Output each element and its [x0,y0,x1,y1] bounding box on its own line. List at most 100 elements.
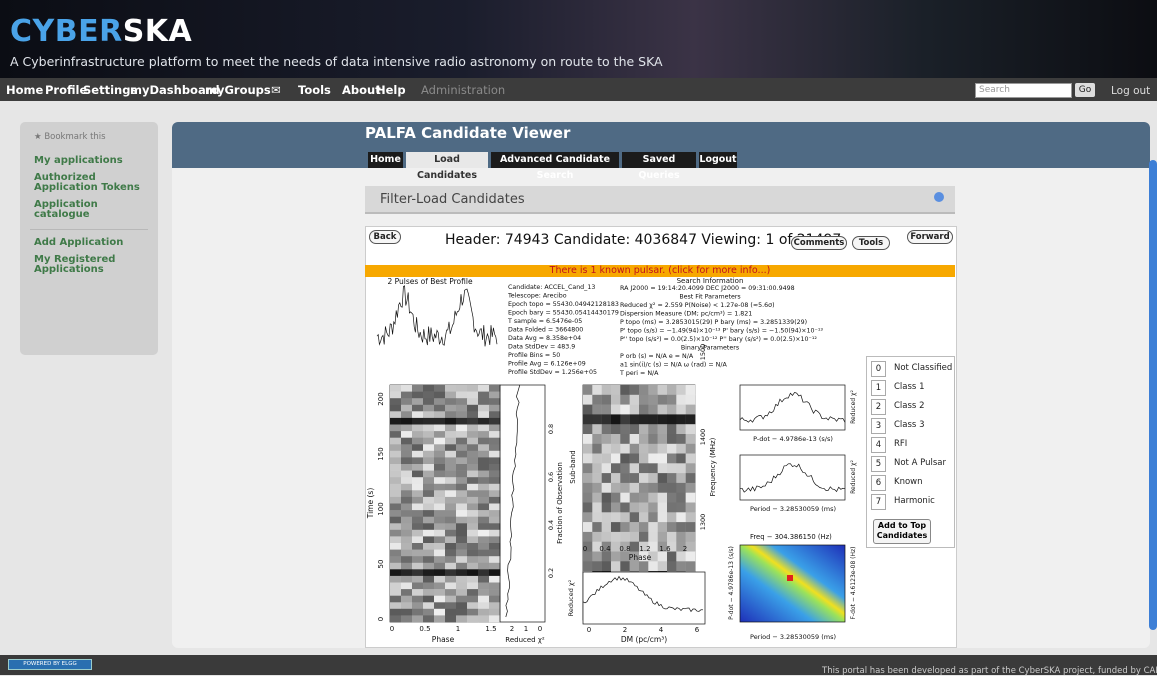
nav-link[interactable]: ✉ [271,83,281,97]
class-label[interactable]: RFI [894,439,907,449]
class-key[interactable]: 6 [871,475,886,491]
time-phase-cell [467,504,478,511]
class-label[interactable]: Class 1 [894,382,924,392]
time-phase-cell [456,609,467,616]
time-phase-cell [489,457,500,464]
nav-link[interactable]: Administration [421,83,505,97]
class-key[interactable]: 4 [871,437,886,453]
subband-cell [630,512,640,522]
time-phase-cell [445,583,456,590]
time-phase-cell [456,385,467,392]
subband-cell [620,385,630,395]
time-phase-cell [401,609,412,616]
time-phase-cell [434,471,445,478]
sidebar-link[interactable]: Authorized Application Tokens [34,173,149,193]
time-phase-cell [478,444,489,451]
add-top-button[interactable]: Add to Top Candidates [873,519,931,544]
time-phase-cell [445,418,456,425]
time-phase-cell [412,589,423,596]
time-phase-cell [456,589,467,596]
time-phase-cell [434,576,445,583]
time-phase-cell [401,583,412,590]
back-button[interactable]: Back [369,230,401,244]
time-phase-cell [423,523,434,530]
known-pulsar-banner[interactable]: There is 1 known pulsar. (click for more… [365,265,955,277]
sidebar-link[interactable]: Application catalogue [34,200,149,220]
tab[interactable]: Advanced Candidate Search [491,152,619,168]
class-label[interactable]: Known [894,477,923,487]
logo[interactable]: CYBERSKA [10,14,192,49]
forward-button[interactable]: Forward [907,230,953,244]
subband-cell [630,405,640,415]
subband-cell [583,503,593,513]
plot-text: 0.4 [547,520,555,530]
filter-toggle[interactable] [934,192,944,202]
subband-cell [611,395,621,405]
subband-cell [658,483,668,493]
logout-link[interactable]: Log out [1111,85,1150,97]
sidebar-link[interactable]: My applications [34,156,149,166]
tab[interactable]: Load Candidates [406,152,488,168]
class-label[interactable]: Class 2 [894,401,924,411]
elgg-badge[interactable]: POWERED BY ELGG [8,659,92,670]
subband-cell [630,473,640,483]
time-phase-cell [412,497,423,504]
nav-link[interactable]: Profile [45,83,87,97]
time-phase-cell [412,550,423,557]
class-label[interactable]: Not Classified [894,363,952,373]
bookmark-link[interactable]: ★ Bookmark this [34,132,106,142]
tab[interactable]: Home [368,152,403,168]
subband-cell [639,532,649,542]
time-phase-cell [434,438,445,445]
class-key[interactable]: 1 [871,380,886,396]
plot-text: F-dot − 4.6123e-08 (Hz) [850,546,857,619]
time-phase-cell [423,425,434,432]
class-key[interactable]: 0 [871,361,886,377]
time-phase-cell [445,464,456,471]
subband-cell [667,522,677,532]
time-phase-cell [489,530,500,537]
tab[interactable]: Saved Queries [622,152,696,168]
subband-cell [658,522,668,532]
plot-frame [500,385,545,622]
time-phase-cell [390,523,401,530]
time-phase-cell [423,490,434,497]
time-phase-cell [434,451,445,458]
nav-link[interactable]: About [342,83,381,97]
time-phase-cell [467,556,478,563]
class-label[interactable]: Class 3 [894,420,924,430]
subband-cell [639,444,649,454]
time-phase-cell [467,609,478,616]
class-key[interactable]: 7 [871,494,886,510]
class-label[interactable]: Not A Pulsar [894,458,946,468]
nav-link[interactable]: Tools [298,83,331,97]
tools-button[interactable]: Tools [852,236,890,250]
nav-link[interactable]: Help [376,83,406,97]
class-key[interactable]: 2 [871,399,886,415]
sidebar-link[interactable]: Add Application [34,238,134,248]
subband-cell [686,503,696,513]
search-input[interactable]: Search [975,83,1072,98]
time-phase-cell [478,550,489,557]
plot-text: Phase [629,553,652,562]
class-label[interactable]: Harmonic [894,496,935,506]
class-key[interactable]: 3 [871,418,886,434]
subband-cell [583,483,593,493]
subband-cell [592,385,602,395]
nav-link[interactable]: Home [6,83,43,97]
tab[interactable]: Logout [699,152,737,168]
time-phase-cell [467,602,478,609]
sidebar-link[interactable]: My Registered Applications [34,255,134,275]
plot-text: 0.8 [547,424,555,434]
plot-text: Reduced χ² = 2.559 P(Noise) < 1.27e-08 (… [620,302,775,309]
time-phase-cell [390,425,401,432]
go-button[interactable]: Go [1075,83,1095,97]
subband-cell [620,512,630,522]
plot-text: 0 [377,617,385,621]
nav-link[interactable]: myGroups [205,83,271,97]
scrollbar[interactable] [1149,160,1157,630]
comments-button[interactable]: Comments [791,236,847,250]
time-phase-cell [390,497,401,504]
class-key[interactable]: 5 [871,456,886,472]
time-phase-cell [401,385,412,392]
